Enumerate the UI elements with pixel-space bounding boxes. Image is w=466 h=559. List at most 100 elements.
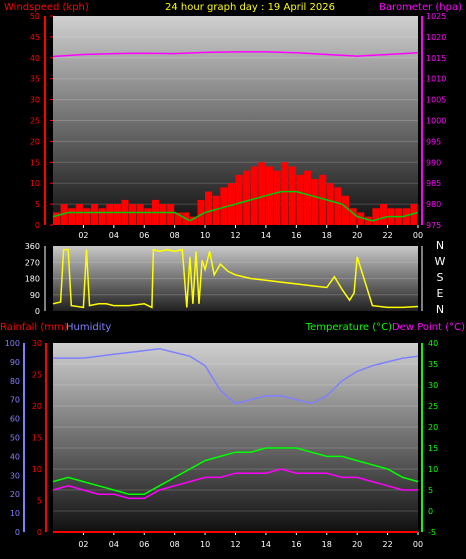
- x-tick-label: 02: [78, 540, 88, 549]
- humidity-line: [53, 347, 419, 405]
- humidity-axis-label: Humidity: [66, 322, 111, 333]
- windspeed-bar: [334, 187, 342, 225]
- compass-label: N: [436, 303, 444, 316]
- rainfall-tick-label: 15: [32, 434, 42, 443]
- windspeed-bar: [311, 179, 319, 225]
- windspeed-tick-label: 30: [30, 96, 40, 105]
- x-tick-label: 04: [109, 540, 119, 549]
- x-tick-label: 14: [261, 540, 271, 549]
- windspeed-bar: [75, 204, 83, 225]
- windspeed-bar: [402, 208, 410, 225]
- rainfall-axis-label: Rainfall (mm): [0, 322, 68, 333]
- rainfall-tick-label: 0: [37, 528, 42, 537]
- barometer-tick-label: 1005: [426, 96, 446, 105]
- rainfall-tick-label: 5: [37, 497, 42, 506]
- windspeed-bar: [326, 183, 334, 225]
- x-tick-label: 20: [352, 540, 362, 549]
- windspeed-bar: [220, 187, 228, 225]
- humidity-tick-label: 50: [10, 434, 20, 443]
- temperature-tick-label: 20: [428, 423, 438, 432]
- windspeed-axis-label: Windspeed (kph): [4, 2, 89, 13]
- humidity-tick-label: 30: [10, 471, 20, 480]
- windspeed-bar: [227, 183, 235, 225]
- compass-label: W: [435, 255, 446, 268]
- windspeed-bar: [106, 204, 114, 225]
- windspeed-bar: [372, 208, 380, 225]
- humidity-tick-label: 70: [10, 396, 20, 405]
- windspeed-bar: [60, 204, 68, 225]
- barometer-tick-label: 1010: [426, 75, 446, 84]
- windspeed-tick-label: 10: [30, 179, 40, 188]
- rainfall-tick-label: 25: [32, 371, 42, 380]
- temperature-tick-label: -5: [428, 528, 436, 537]
- direction-tick-label: 0: [35, 307, 40, 316]
- rainfall-tick-label: 20: [32, 402, 42, 411]
- windspeed-bar: [258, 162, 266, 225]
- windspeed-bar: [243, 170, 251, 225]
- windspeed-bar: [189, 216, 197, 225]
- barometer-tick-label: 1000: [426, 117, 446, 126]
- direction-tick-label: 360: [25, 242, 40, 251]
- windspeed-bar: [250, 166, 258, 225]
- windspeed-bar: [98, 208, 106, 225]
- x-tick-label: 10: [200, 540, 210, 549]
- x-tick-label: 16: [291, 540, 301, 549]
- windspeed-tick-label: 50: [30, 12, 40, 21]
- rainfall-tick-label: 30: [32, 339, 42, 348]
- plot-layer: 0510152025303540455097598098599099510001…: [5, 12, 447, 549]
- x-tick-label: 08: [170, 231, 180, 240]
- windspeed-bar: [341, 195, 350, 225]
- wind-direction-line: [52, 248, 419, 309]
- x-tick-label: 02: [78, 231, 88, 240]
- temperature-tick-label: 10: [428, 465, 438, 474]
- windspeed-bar: [235, 174, 243, 225]
- barometer-tick-label: 995: [426, 137, 441, 146]
- windspeed-bar: [144, 208, 152, 225]
- windspeed-bar: [296, 174, 304, 225]
- humidity-tick-label: 40: [10, 452, 20, 461]
- windspeed-bar: [349, 208, 357, 225]
- windspeed-bar: [281, 162, 289, 225]
- temperature-tick-label: 35: [428, 360, 438, 369]
- compass-label: N: [436, 239, 444, 252]
- x-tick-label: 06: [139, 540, 149, 549]
- x-tick-label: 20: [352, 231, 362, 240]
- x-tick-label: 10: [200, 231, 210, 240]
- windspeed-bar: [68, 208, 76, 225]
- windspeed-bar: [205, 191, 213, 225]
- barometer-tick-label: 1015: [426, 54, 446, 63]
- barometer-tick-label: 980: [426, 200, 441, 209]
- windspeed-bar: [91, 204, 99, 225]
- x-tick-label: 12: [230, 231, 240, 240]
- windspeed-bar: [129, 204, 137, 225]
- barometer-tick-label: 985: [426, 179, 441, 188]
- humidity-tick-label: 60: [10, 415, 20, 424]
- plot-background: [53, 343, 418, 532]
- barometer-tick-label: 990: [426, 158, 441, 167]
- windspeed-bar: [167, 204, 175, 225]
- windspeed-bar: [113, 204, 121, 225]
- x-tick-label: 08: [170, 540, 180, 549]
- temperature-tick-label: 25: [428, 402, 438, 411]
- humidity-tick-label: 90: [10, 358, 20, 367]
- windspeed-bar: [410, 204, 418, 225]
- windspeed-tick-label: 5: [35, 200, 40, 209]
- windspeed-tick-label: 25: [30, 117, 40, 126]
- windspeed-tick-label: 40: [30, 54, 40, 63]
- windspeed-bar: [303, 170, 312, 225]
- gust-line: [52, 190, 419, 222]
- x-tick-label: 14: [261, 231, 271, 240]
- rainfall-tick-label: 10: [32, 465, 42, 474]
- barometer-tick-label: 1020: [426, 33, 446, 42]
- temperature-axis-label: Temperature (°C): [305, 322, 392, 333]
- x-tick-label: 00: [413, 540, 423, 549]
- x-tick-label: 22: [382, 231, 392, 240]
- windspeed-bar: [357, 212, 365, 225]
- windspeed-tick-label: 15: [30, 158, 40, 167]
- windspeed-tick-label: 20: [30, 137, 40, 146]
- chart-title: 24 hour graph day : 19 April 2026: [165, 2, 335, 13]
- temperature-tick-label: 5: [428, 486, 433, 495]
- x-tick-label: 04: [109, 231, 119, 240]
- windspeed-tick-label: 0: [35, 221, 40, 230]
